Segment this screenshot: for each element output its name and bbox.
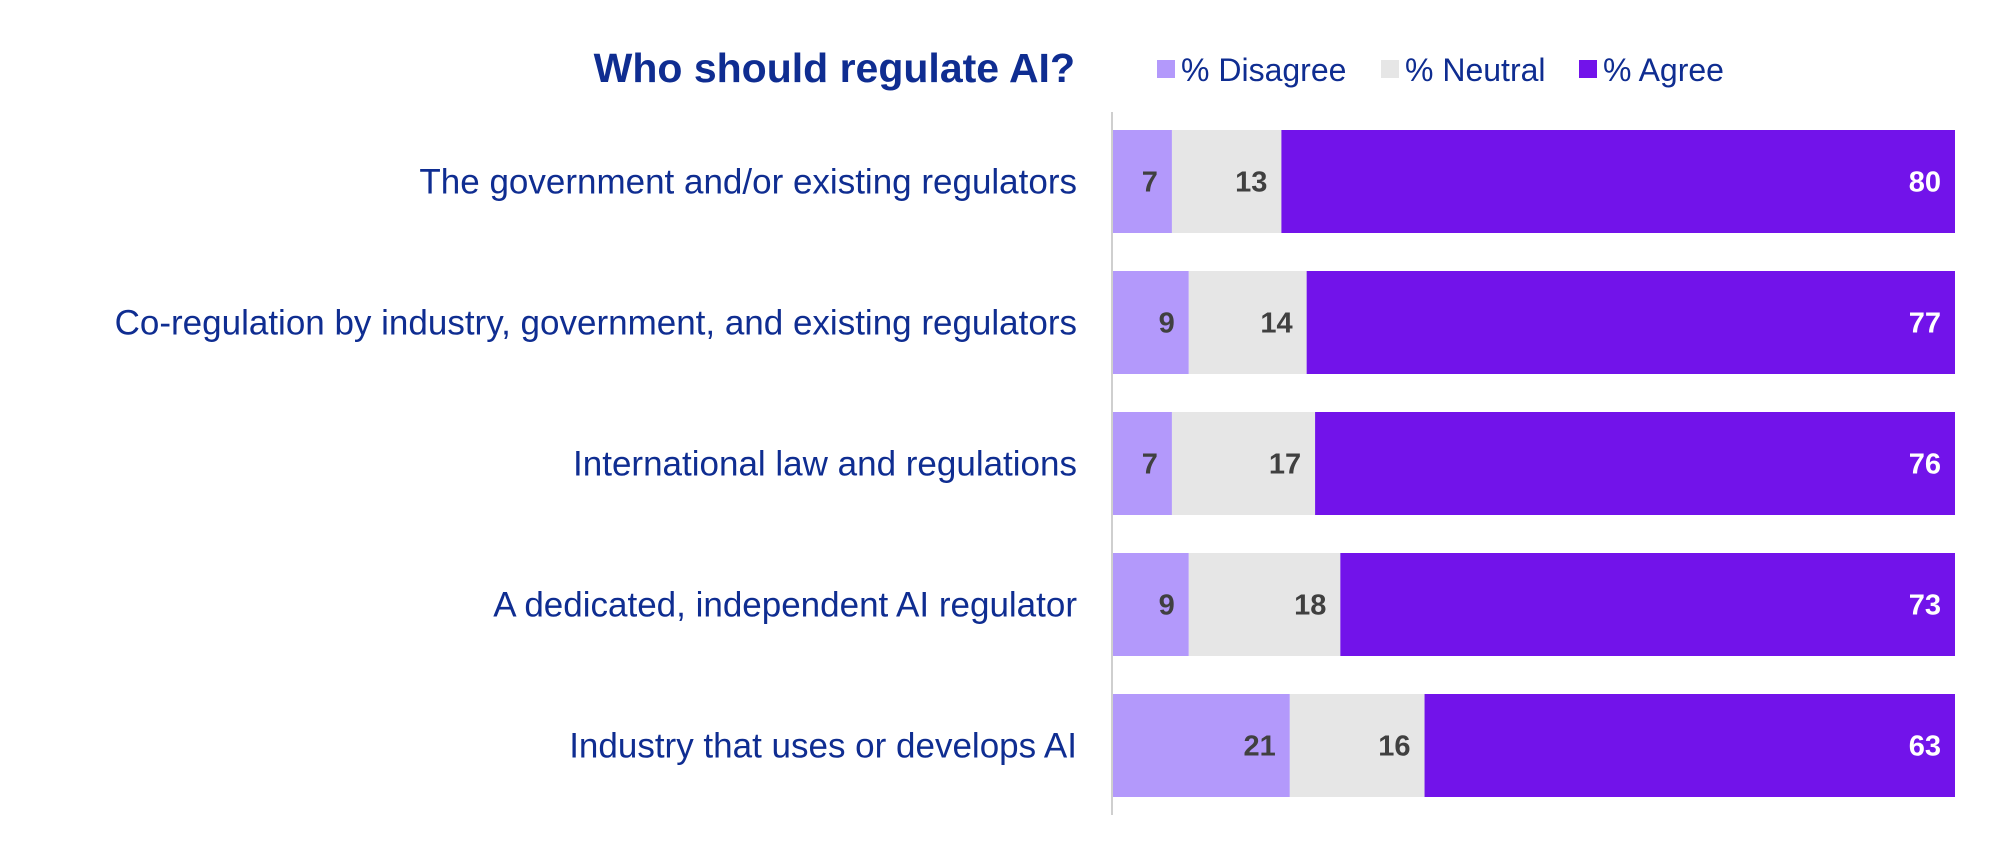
bar-segment-disagree <box>1113 412 1172 515</box>
data-label-disagree: 7 <box>1142 449 1158 481</box>
data-label-neutral: 18 <box>1294 590 1326 622</box>
legend-swatch-neutral <box>1381 60 1399 78</box>
bar-segment-agree <box>1315 412 1955 515</box>
data-label-agree: 63 <box>1909 731 1941 763</box>
legend-swatch-disagree <box>1157 60 1175 78</box>
data-label-agree: 80 <box>1909 167 1941 199</box>
data-label-agree: 76 <box>1909 449 1941 481</box>
data-label-disagree: 21 <box>1244 731 1276 763</box>
legend: % Disagree % Neutral % Agree <box>1157 52 1724 88</box>
bar-segment-neutral <box>1289 694 1425 797</box>
legend-label-neutral: % Neutral <box>1405 52 1546 88</box>
data-label-disagree: 9 <box>1159 308 1175 340</box>
data-label-neutral: 17 <box>1269 449 1301 481</box>
legend-label-disagree: % Disagree <box>1181 52 1346 88</box>
bar-segment-agree <box>1340 553 1955 656</box>
category-label: Industry that uses or develops AI <box>569 727 1077 766</box>
bar-segment-neutral <box>1171 130 1282 233</box>
category-labels: The government and/or existing regulator… <box>115 163 1078 766</box>
bar-segment-disagree <box>1113 553 1189 656</box>
data-label-neutral: 14 <box>1260 308 1292 340</box>
bar-segment-agree <box>1281 130 1955 233</box>
category-label: International law and regulations <box>573 445 1077 484</box>
data-label-disagree: 9 <box>1159 590 1175 622</box>
bar-segment-neutral <box>1188 553 1341 656</box>
legend-swatch-agree <box>1579 60 1597 78</box>
chart-title: Who should regulate AI? <box>594 45 1075 91</box>
category-label: A dedicated, independent AI regulator <box>493 586 1077 625</box>
bar-segment-disagree <box>1113 694 1290 797</box>
category-label: The government and/or existing regulator… <box>419 163 1077 202</box>
bar-segment-agree <box>1424 694 1955 797</box>
legend-label-agree: % Agree <box>1603 52 1724 88</box>
bar-segment-disagree <box>1113 271 1189 374</box>
bar-segment-agree <box>1306 271 1955 374</box>
bar-segment-neutral <box>1171 412 1316 515</box>
category-label: Co-regulation by industry, government, a… <box>115 304 1077 343</box>
data-label-disagree: 7 <box>1142 167 1158 199</box>
data-label-agree: 73 <box>1909 590 1941 622</box>
bar-segment-disagree <box>1113 130 1172 233</box>
bar-segment-neutral <box>1188 271 1307 374</box>
data-label-agree: 77 <box>1909 308 1941 340</box>
data-label-neutral: 13 <box>1235 167 1267 199</box>
data-label-neutral: 16 <box>1378 731 1410 763</box>
